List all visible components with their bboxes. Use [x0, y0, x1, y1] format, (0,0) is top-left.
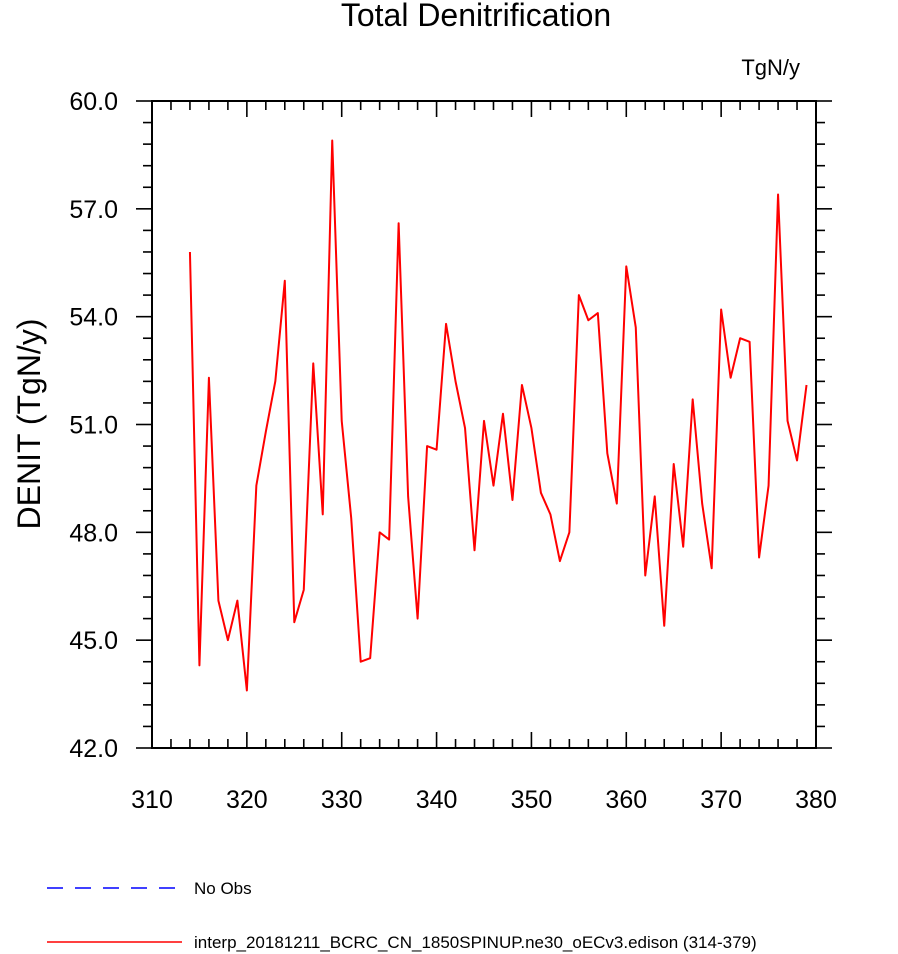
plot-frame: [151, 100, 817, 749]
x-tick-label: 370: [700, 786, 742, 814]
x-tick-label: 320: [226, 786, 268, 814]
y-tick-label: 48.0: [69, 519, 118, 547]
series-layer: [188, 139, 808, 692]
axis-tick-labels: 310 320 330 340 350 360 370 380 42.0 45.0 48.0 51.0…: [69, 88, 837, 814]
y-tick-label: 57.0: [69, 196, 118, 224]
legend-label-no-obs: No Obs: [194, 879, 252, 898]
y-tick-label: 54.0: [69, 304, 118, 332]
y-tick-label: 51.0: [69, 412, 118, 440]
x-tick-label: 310: [131, 786, 173, 814]
chart-title: Total Denitrification: [341, 0, 611, 33]
y-tick-label: 42.0: [69, 735, 118, 763]
legend-label-model: interp_20181211_BCRC_CN_1850SPINUP.ne30_…: [194, 933, 757, 952]
y-tick-label: 45.0: [69, 627, 118, 655]
x-tick-label: 380: [795, 786, 837, 814]
x-tick-label: 340: [416, 786, 458, 814]
x-tick-label: 360: [605, 786, 647, 814]
x-tick-label: 330: [321, 786, 363, 814]
units-label: TgN/y: [741, 55, 800, 80]
series-line-0: [188, 139, 808, 692]
axis-ticks: [136, 100, 832, 749]
legend: No Obs interp_20181211_BCRC_CN_1850SPINU…: [47, 879, 757, 952]
y-axis-label: DENIT (TgN/y): [11, 319, 47, 530]
x-tick-label: 350: [511, 786, 553, 814]
y-tick-label: 60.0: [69, 88, 118, 116]
